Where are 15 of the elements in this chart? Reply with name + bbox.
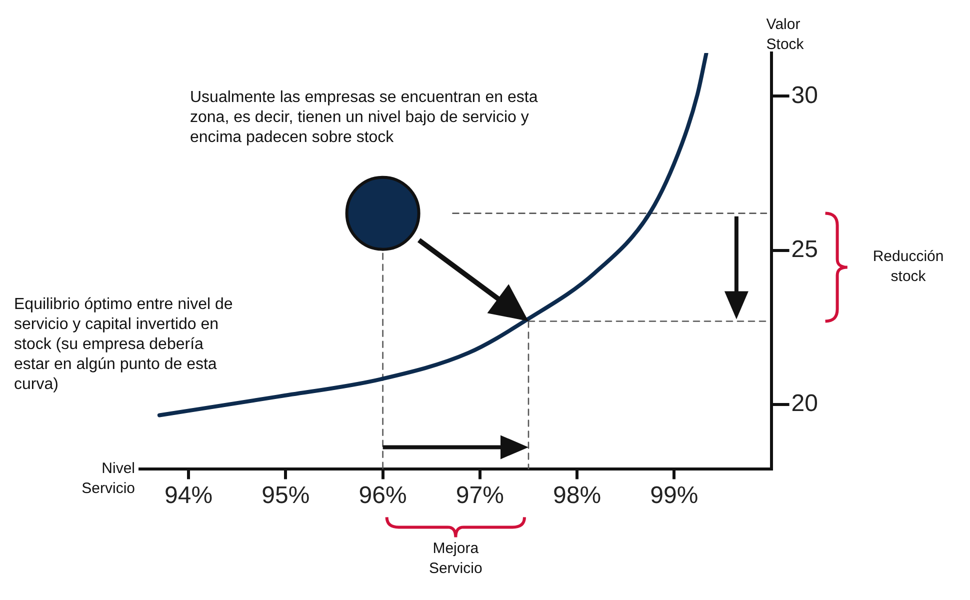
y-tick-label: 25	[791, 236, 818, 263]
text: Reducción stock	[872, 247, 945, 288]
y-tick-label: 30	[791, 82, 818, 109]
x-tick-label: 94%	[164, 482, 213, 510]
y-tick-label: 20	[791, 390, 818, 418]
text: Mejora Servicio	[428, 539, 484, 580]
annotation: Usualmente las empresas se encuentran en esta zona, es decir, tienen un nivel bajo de servicio y encima padecen sobre stock	[190, 88, 539, 148]
x-tick-label: 99%	[650, 482, 698, 510]
x-tick-label: 95%	[262, 482, 310, 510]
annotation: Equilibrio óptimo entre nivel de servicio y capital invertido en stock (su empresa debería estar en algún punto de esta curva)	[14, 295, 234, 395]
x-tick-label: 97%	[456, 482, 504, 510]
y-axis-title: Valor Stock	[766, 15, 805, 55]
x-tick-label: 98%	[553, 482, 602, 510]
x-tick-label: 96%	[358, 482, 407, 510]
x-axis-title: Nivel Servicio	[80, 459, 135, 500]
